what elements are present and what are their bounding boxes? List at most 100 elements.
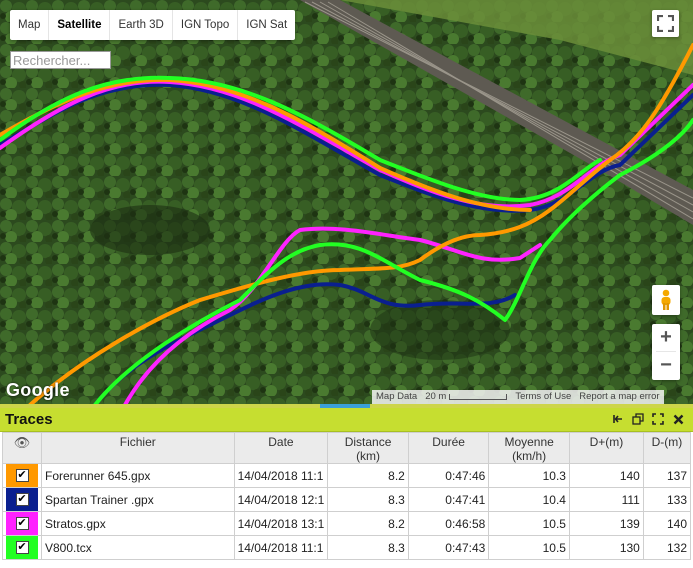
dminus-cell: 137	[642, 463, 692, 488]
map-scale: 20 m	[421, 390, 511, 404]
average-header-label: Moyenne	[504, 435, 554, 449]
visibility-checkbox[interactable]: ✔	[15, 469, 29, 482]
traces-table: 👁 Fichier Date Distance (km) Durée Moyenn…	[2, 432, 692, 560]
average-cell: 10.5	[488, 511, 570, 536]
date-cell: 14/04/2018 11:1	[233, 535, 329, 560]
visibility-checkbox[interactable]: ✔	[15, 541, 29, 554]
table-row[interactable]: ✔ V800.tcx 14/04/2018 11:1 8.3 0:47:43 10.5 13…	[2, 535, 692, 560]
map-view[interactable]: Map Satellite Earth 3D IGN Topo IGN Sat …	[0, 0, 693, 405]
distance-cell: 8.3	[327, 487, 409, 512]
track-v800	[0, 75, 693, 405]
zoom-in-button[interactable]: +	[660, 326, 672, 348]
search-input[interactable]	[10, 51, 111, 69]
average-cell: 10.4	[488, 487, 570, 512]
dplus-column-header[interactable]: D+(m)	[568, 432, 644, 464]
dplus-cell: 130	[568, 535, 644, 560]
panel-divider	[0, 404, 693, 408]
table-row[interactable]: ✔ Spartan Trainer .gpx 14/04/2018 12:1 8.3 0…	[2, 487, 692, 512]
visibility-cell: ✔	[2, 535, 42, 560]
dminus-column-header[interactable]: D-(m)	[642, 432, 692, 464]
map-type-ignsat-button[interactable]: IGN Sat	[246, 19, 288, 31]
distance-cell: 8.2	[327, 463, 409, 488]
check-icon: ✔	[17, 517, 27, 529]
duration-column-header[interactable]: Durée	[407, 432, 490, 464]
average-cell: 10.3	[488, 463, 570, 488]
map-type-igntopo-button[interactable]: IGN Topo	[173, 10, 239, 40]
visibility-checkbox[interactable]: ✔	[15, 517, 29, 530]
date-column-header[interactable]: Date	[233, 432, 329, 464]
duration-cell: 0:46:58	[407, 511, 490, 536]
splitter-handle[interactable]	[320, 404, 370, 408]
map-type-satellite-button[interactable]: Satellite	[49, 10, 111, 40]
visibility-column-header[interactable]: 👁	[2, 432, 42, 464]
collapse-left-icon[interactable]	[611, 412, 625, 426]
track-spartan	[0, 82, 693, 405]
distance-column-header[interactable]: Distance (km)	[327, 432, 409, 464]
satellite-imagery	[0, 0, 693, 405]
panel-toolbar	[611, 412, 685, 426]
expand-icon[interactable]	[651, 412, 665, 426]
track-color-swatch: ✔	[6, 464, 38, 487]
track-forerunner	[0, 43, 693, 405]
table-row[interactable]: ✔ Stratos.gpx 14/04/2018 13:1 8.2 0:46:58 10.…	[2, 511, 692, 536]
track-color-swatch: ✔	[6, 512, 38, 535]
map-data-link[interactable]: Map Data	[376, 391, 418, 402]
google-logo: Google	[6, 380, 70, 400]
zoom-controls: + −	[652, 324, 680, 380]
duration-cell: 0:47:43	[407, 535, 490, 560]
date-cell: 14/04/2018 13:1	[233, 511, 329, 536]
close-icon[interactable]	[671, 412, 685, 426]
traces-panel-header: Traces	[0, 408, 693, 432]
map-footer: Map Data 20 m Terms of Use Report a map …	[372, 390, 664, 404]
dminus-cell: 132	[642, 535, 692, 560]
distance-header-label: Distance	[344, 435, 392, 449]
average-header-unit: (km/h)	[512, 449, 547, 463]
zoom-divider	[656, 351, 676, 352]
average-cell: 10.5	[488, 535, 570, 560]
file-cell: Forerunner 645.gpx	[41, 463, 235, 488]
map-type-earth3d-button[interactable]: Earth 3D	[110, 10, 173, 40]
map-type-map-button[interactable]: Map	[10, 10, 50, 40]
date-cell: 14/04/2018 12:1	[233, 487, 329, 512]
visibility-cell: ✔	[2, 487, 42, 512]
map-type-selector: Map Satellite Earth 3D IGN Topo IGN Sat	[10, 10, 296, 40]
dplus-cell: 140	[568, 463, 644, 488]
pegman-icon	[661, 289, 671, 310]
check-icon: ✔	[17, 493, 27, 505]
restore-window-icon[interactable]	[631, 412, 645, 426]
scale-bar	[449, 394, 508, 400]
dplus-cell: 111	[568, 487, 644, 512]
visibility-cell: ✔	[2, 511, 42, 536]
report-error-link[interactable]: Report a map error	[579, 391, 660, 402]
date-cell: 14/04/2018 11:1	[233, 463, 329, 488]
track-color-swatch: ✔	[6, 536, 38, 559]
distance-header-unit: (km)	[356, 449, 381, 463]
file-cell: Stratos.gpx	[41, 511, 235, 536]
visibility-checkbox[interactable]: ✔	[15, 493, 29, 506]
fullscreen-button[interactable]	[652, 10, 679, 37]
duration-cell: 0:47:41	[407, 487, 490, 512]
terms-link[interactable]: Terms of Use	[515, 391, 572, 402]
dminus-cell: 133	[642, 487, 692, 512]
visibility-cell: ✔	[2, 463, 42, 488]
table-row[interactable]: ✔ Forerunner 645.gpx 14/04/2018 11:1 8.2 0:4…	[2, 463, 692, 488]
zoom-out-button[interactable]: −	[660, 354, 672, 376]
distance-cell: 8.2	[327, 511, 409, 536]
table-header-row: 👁 Fichier Date Distance (km) Durée Moyenn…	[2, 432, 692, 464]
track-color-swatch: ✔	[6, 488, 38, 511]
check-icon: ✔	[17, 541, 27, 553]
distance-cell: 8.3	[327, 535, 409, 560]
dplus-cell: 139	[568, 511, 644, 536]
duration-cell: 0:47:46	[407, 463, 490, 488]
file-column-header[interactable]: Fichier	[41, 432, 235, 464]
fullscreen-icon	[657, 15, 674, 32]
traces-title: Traces	[5, 411, 53, 428]
check-icon: ✔	[17, 469, 27, 481]
average-column-header[interactable]: Moyenne (km/h)	[488, 432, 570, 464]
dminus-cell: 140	[642, 511, 692, 536]
eye-icon: 👁	[13, 435, 31, 450]
street-view-button[interactable]	[652, 285, 680, 315]
file-cell: V800.tcx	[41, 535, 235, 560]
track-stratos	[0, 79, 693, 405]
